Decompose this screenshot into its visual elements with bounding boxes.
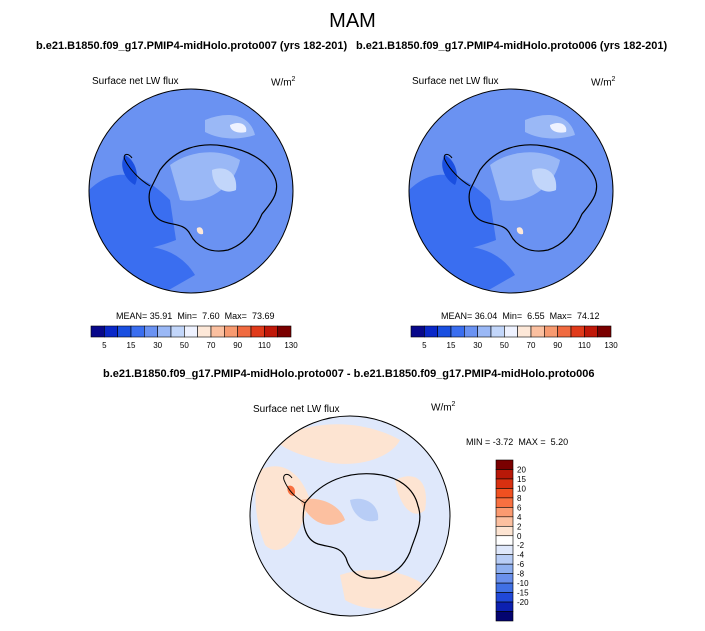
panel-a-colorbar-tick: 70 bbox=[207, 341, 216, 350]
diff-title: b.e21.B1850.f09_g17.PMIP4-midHolo.proto0… bbox=[103, 368, 595, 380]
panel-a-colorbar-tick: 5 bbox=[102, 341, 107, 350]
panel-diff-region bbox=[300, 498, 345, 525]
panel-diff-colorbar-box bbox=[495, 497, 514, 508]
panel-b-colorbar-tick: 130 bbox=[604, 341, 618, 350]
panel-a-region bbox=[196, 227, 204, 235]
panel-diff-colorbar-box bbox=[495, 469, 514, 480]
panel-diff-colorbar-box bbox=[495, 554, 514, 565]
panel-b-coastline bbox=[468, 144, 598, 252]
panel-diff-colorbar-tick: 6 bbox=[517, 503, 522, 512]
panel-b-colorbar-tick: 50 bbox=[500, 341, 509, 350]
panel-diff-border bbox=[249, 415, 451, 617]
panel-b-region bbox=[550, 122, 567, 133]
case-a-title: b.e21.B1850.f09_g17.PMIP4-midHolo.proto0… bbox=[36, 40, 348, 52]
panel-a-peninsula bbox=[123, 153, 151, 187]
panel-a-colorbar-tick: 110 bbox=[258, 341, 271, 350]
panel-b-region bbox=[525, 115, 575, 139]
panel-diff-colorbar-box bbox=[495, 507, 514, 518]
panel-diff-colorbar-tick: 2 bbox=[517, 522, 522, 531]
panel-diff-region bbox=[395, 476, 426, 514]
panel-diff-colorbar-tick: 8 bbox=[517, 494, 522, 503]
panel-diff-colorbar-tick: -4 bbox=[517, 551, 525, 560]
panel-diff-colorbar-tick: -8 bbox=[517, 570, 525, 579]
panel-b-stats: MEAN= 36.04 Min= 6.55 Max= 74.12 bbox=[441, 311, 600, 321]
panel-diff-colorbar-box bbox=[495, 459, 514, 470]
panel-b-colorbar-tick: 70 bbox=[527, 341, 536, 350]
panel-diff-units: W/m2 bbox=[431, 401, 456, 414]
panel-b-region bbox=[516, 227, 524, 235]
panel-diff-colorbar-box bbox=[495, 563, 514, 574]
panel-diff-region bbox=[350, 498, 379, 522]
panel-diff-colorbar-box bbox=[495, 535, 514, 546]
panel-a-variable: Surface net LW flux bbox=[92, 76, 179, 87]
panel-diff-stats: MIN = -3.72 MAX = 5.20 bbox=[466, 437, 569, 447]
panel-diff-colorbar-tick: 10 bbox=[517, 484, 526, 493]
panel-b-region bbox=[409, 174, 496, 252]
panel-a-colorbar-box bbox=[277, 325, 292, 338]
panel-diff-colorbar-box bbox=[495, 592, 514, 603]
season-title: MAM bbox=[329, 10, 376, 32]
panel-diff-colorbar-box bbox=[495, 544, 514, 556]
panel-a-border bbox=[88, 88, 294, 294]
panel-diff-colorbar-box bbox=[495, 573, 514, 584]
panel-b-colorbar-tick: 30 bbox=[473, 341, 482, 350]
panel-b-border bbox=[408, 88, 614, 294]
panel-a-region bbox=[212, 168, 237, 192]
panel-b-region bbox=[532, 168, 557, 192]
panel-b-colorbar-tick: 90 bbox=[553, 341, 562, 350]
panel-diff-colorbar-tick: 15 bbox=[517, 475, 526, 484]
panel-diff-colorbar-box bbox=[495, 601, 514, 612]
panel-a-colorbar-tick: 15 bbox=[127, 341, 136, 350]
panel-diff-colorbar-tick: -10 bbox=[517, 579, 529, 588]
panel-b-colorbar-tick: 110 bbox=[578, 341, 591, 350]
panel-b-colorbar-tick: 5 bbox=[422, 341, 427, 350]
panel-a-colorbar-tick: 30 bbox=[153, 341, 162, 350]
panel-diff-colorbar-tick: 0 bbox=[517, 532, 522, 541]
panel-diff-colorbar-box bbox=[495, 525, 514, 537]
panel-b-units: W/m2 bbox=[591, 76, 616, 89]
panel-diff-region bbox=[255, 466, 310, 550]
panel-diff-colorbar-box bbox=[495, 582, 514, 593]
panel-a-colorbar-tick: 90 bbox=[233, 341, 242, 350]
panel-diff-colorbar-box bbox=[495, 488, 514, 499]
case-b-title: b.e21.B1850.f09_g17.PMIP4-midHolo.proto0… bbox=[356, 40, 668, 52]
panel-b-variable: Surface net LW flux bbox=[412, 76, 499, 87]
panel-diff-colorbar-tick: -20 bbox=[517, 598, 529, 607]
panel-b-colorbar-box bbox=[597, 325, 612, 338]
panel-a-colorbar-tick: 130 bbox=[284, 341, 298, 350]
panel-diff-colorbar-tick: 4 bbox=[517, 513, 522, 522]
panel-a-colorbar-tick: 50 bbox=[180, 341, 189, 350]
panel-diff-colorbar-tick: -6 bbox=[517, 560, 525, 569]
panel-diff-colorbar-box bbox=[495, 478, 514, 489]
panel-a-coastline bbox=[148, 144, 278, 252]
panel-diff-peninsula bbox=[283, 473, 306, 504]
panel-diff-coastline bbox=[302, 473, 421, 579]
panel-b-peninsula bbox=[443, 153, 471, 187]
panel-b-colorbar-tick: 15 bbox=[447, 341, 456, 350]
panel-diff-colorbar-tick: -2 bbox=[517, 541, 525, 550]
panel-diff-colorbar-box bbox=[495, 516, 514, 527]
panel-a-region bbox=[205, 115, 255, 139]
panel-diff-colorbar-tick: 20 bbox=[517, 465, 526, 474]
panel-a-region bbox=[89, 174, 176, 252]
panel-diff-variable: Surface net LW flux bbox=[253, 404, 340, 415]
panel-a-units: W/m2 bbox=[271, 76, 296, 89]
panel-a-region bbox=[230, 122, 247, 133]
panel-diff-ocean bbox=[250, 416, 450, 616]
panel-diff-colorbar-tick: -15 bbox=[517, 589, 529, 598]
panel-diff-colorbar-box bbox=[495, 611, 514, 622]
panel-a-stats: MEAN= 35.91 Min= 7.60 Max= 73.69 bbox=[116, 311, 275, 321]
panel-diff-region bbox=[275, 424, 400, 464]
